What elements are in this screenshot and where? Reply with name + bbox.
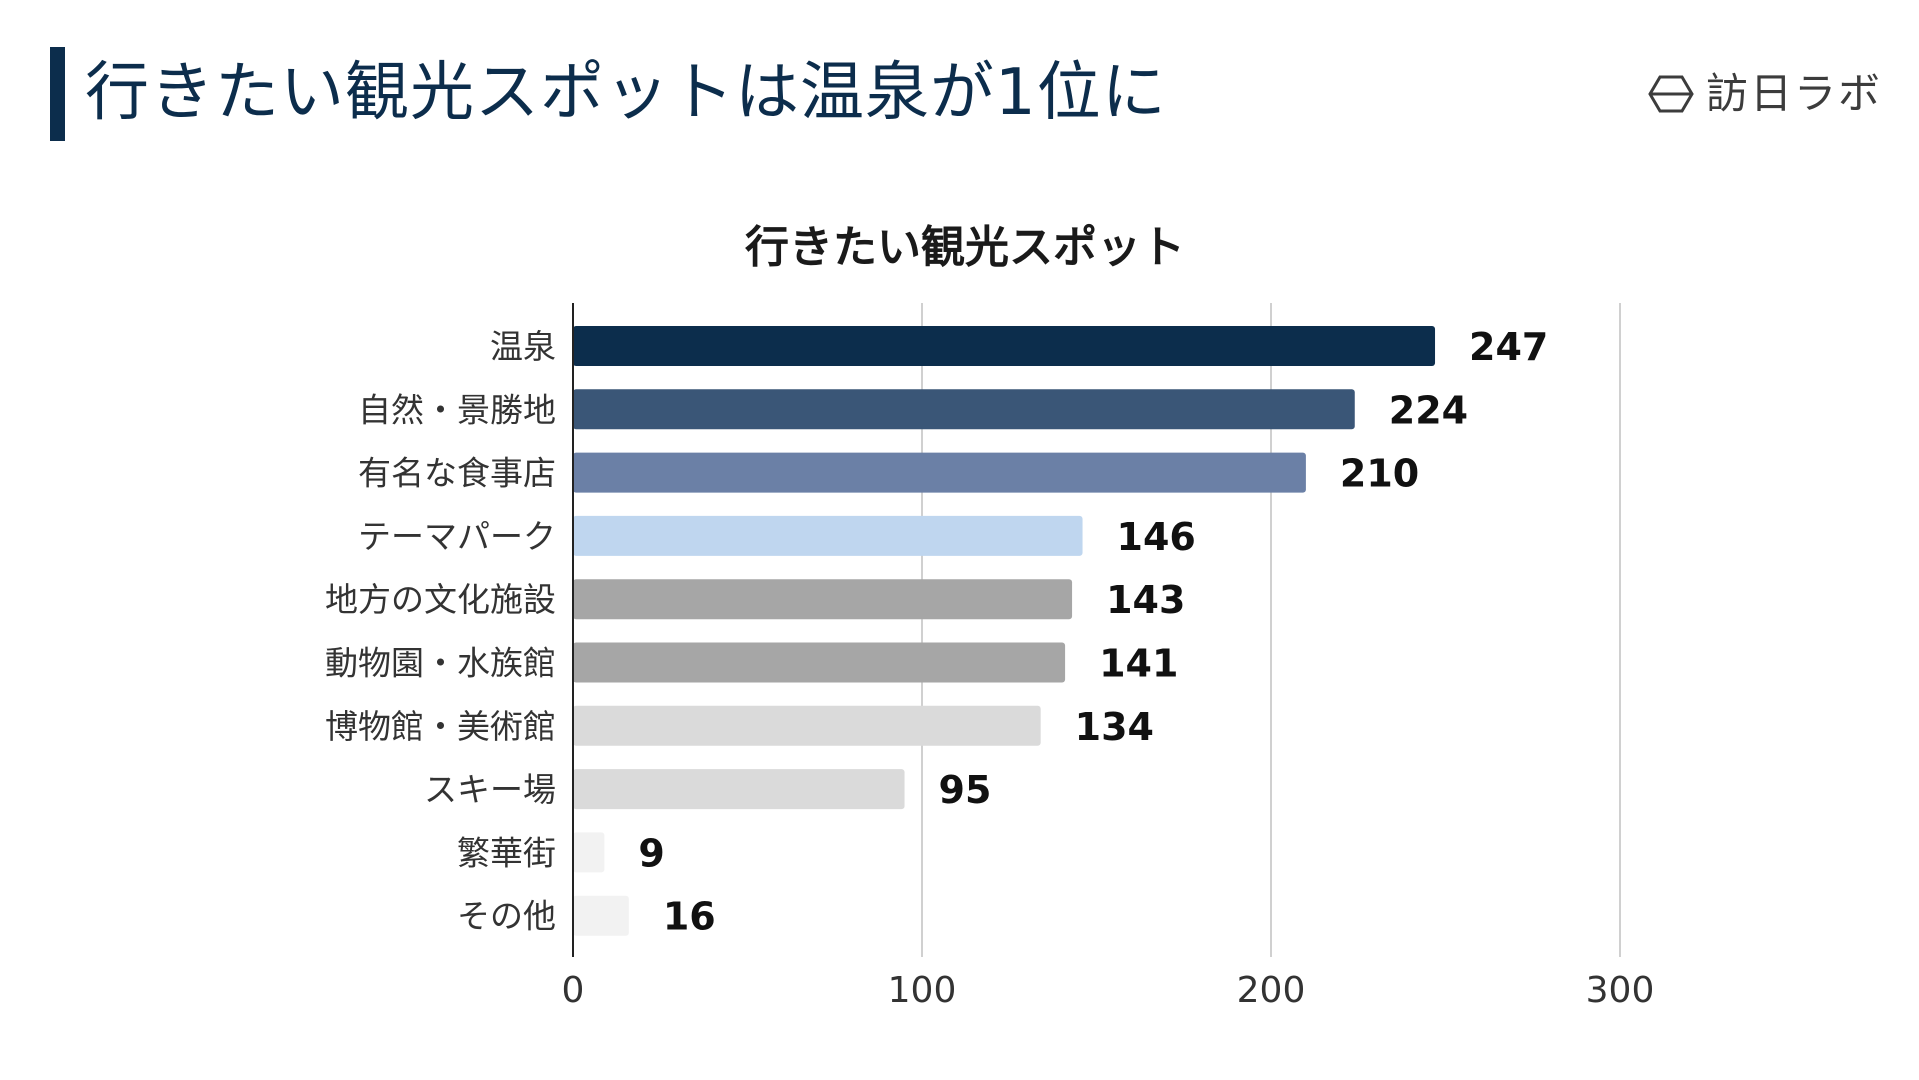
bar xyxy=(573,389,1355,430)
data-label: 95 xyxy=(939,768,992,812)
category-label: 繁華街 xyxy=(457,833,556,872)
bar xyxy=(573,705,1041,746)
data-label: 143 xyxy=(1106,578,1185,622)
brand-name: 訪日ラボ xyxy=(1706,69,1883,118)
x-tick-label: 100 xyxy=(888,970,957,1011)
data-label: 210 xyxy=(1340,452,1419,496)
bar xyxy=(573,642,1066,683)
data-label: 141 xyxy=(1099,642,1178,686)
data-label: 9 xyxy=(638,831,664,875)
data-label: 247 xyxy=(1469,325,1548,369)
category-label: 博物館・美術館 xyxy=(325,707,556,746)
brand-logo-icon xyxy=(1648,75,1694,113)
data-label: 146 xyxy=(1117,515,1196,559)
bar xyxy=(573,452,1306,493)
data-label: 134 xyxy=(1075,705,1154,749)
page-title: 行きたい観光スポットは温泉が1位に xyxy=(85,56,1167,130)
category-label: 地方の文化施設 xyxy=(325,580,556,619)
brand-logo: 訪日ラボ xyxy=(1648,70,1882,118)
bar xyxy=(573,895,629,936)
data-label: 224 xyxy=(1389,388,1468,432)
x-tick-label: 0 xyxy=(562,970,585,1011)
category-label: 動物園・水族館 xyxy=(325,644,556,683)
category-label: テーマパーク xyxy=(358,517,556,556)
title-accent-bar xyxy=(50,47,65,141)
bar xyxy=(573,326,1436,366)
x-tick-labels: 0 100 200 300 xyxy=(562,970,1655,1011)
category-label: 温泉 xyxy=(490,327,556,366)
bars xyxy=(573,326,1436,936)
chart-title: 行きたい観光スポット xyxy=(745,222,1185,273)
data-label: 16 xyxy=(663,895,716,939)
x-tick-label: 300 xyxy=(1586,970,1655,1011)
bar xyxy=(573,579,1073,620)
bar xyxy=(573,515,1083,556)
category-label: その他 xyxy=(457,897,556,936)
bar xyxy=(573,832,605,873)
category-labels: 温泉自然・景勝地有名な食事店テーマパーク地方の文化施設動物園・水族館博物館・美術… xyxy=(325,327,556,936)
category-label: スキー場 xyxy=(424,770,556,809)
bar xyxy=(573,769,905,810)
category-label: 有名な食事店 xyxy=(358,454,556,493)
x-tick-label: 200 xyxy=(1237,970,1306,1011)
category-label: 自然・景勝地 xyxy=(358,390,556,429)
